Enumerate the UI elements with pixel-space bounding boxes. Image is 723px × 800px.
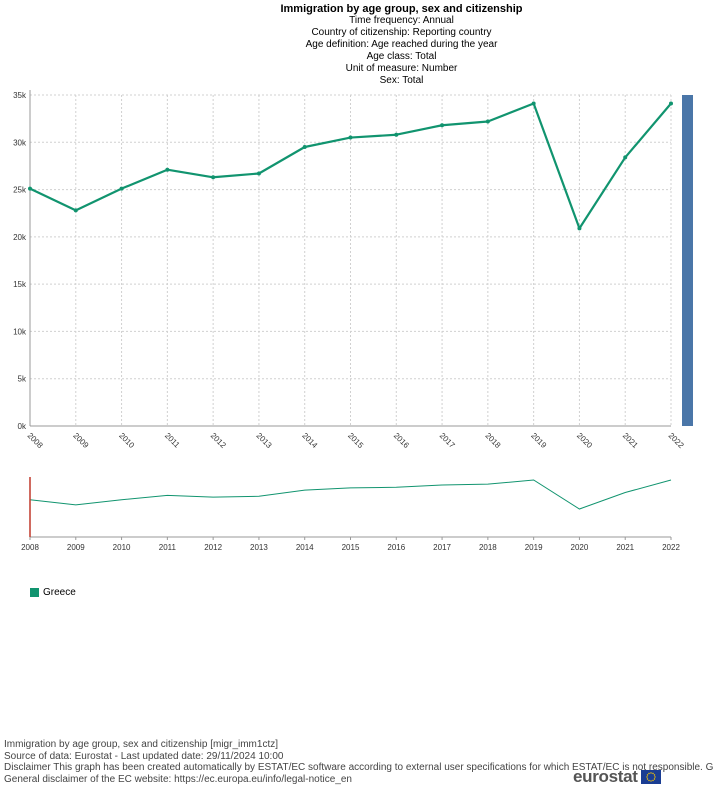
data-point [623,155,628,160]
subtitle-line: Time frequency: Annual [349,15,454,26]
data-point [119,186,124,191]
x-tick-label: 2011 [163,431,182,450]
y-tick-label: 10k [13,327,27,336]
footer-line: General disclaimer of the EC website: ht… [4,773,352,785]
navigator-tick-label: 2015 [342,543,360,552]
vertical-scrollbar[interactable] [682,95,693,426]
navigator-tick-label: 2018 [479,543,497,552]
x-tick-label: 2021 [621,431,640,450]
data-point [531,101,536,106]
y-tick-label: 30k [13,138,27,147]
series-greece[interactable] [28,101,673,231]
data-point [302,145,307,150]
eurostat-logo: eurostat [573,767,661,787]
footer-line: Immigration by age group, sex and citize… [4,739,279,750]
grid-lines [29,90,672,427]
data-point [211,175,216,180]
footer-line: Disclaimer This graph has been created a… [4,762,714,773]
data-point [348,135,353,140]
navigator-tick-label: 2009 [67,543,85,552]
footer: Immigration by age group, sex and citize… [4,739,723,785]
x-tick-label: 2013 [255,431,274,450]
navigator-tick-label: 2011 [159,543,177,552]
navigator-tick-label: 2016 [387,543,405,552]
data-point [256,171,261,176]
navigator-tick-label: 2020 [571,543,589,552]
data-point [577,226,582,231]
chart-titles: Immigration by age group, sex and citize… [0,3,723,87]
subtitle-line: Country of citizenship: Reporting countr… [311,27,492,38]
navigator-series-line [29,479,672,510]
footer-line: Source of data: Eurostat - Last updated … [4,750,284,762]
subtitle-line: Sex: Total [379,75,424,86]
series-line [29,102,672,230]
eu-flag-icon [640,770,661,784]
data-point [440,123,445,128]
legend-swatch [30,588,39,597]
navigator-tick-label: 2010 [113,543,131,552]
y-tick-label: 25k [13,186,27,195]
navigator-tick-label: 2022 [662,543,680,552]
subtitle-line: Age definition: Age reached during the y… [305,39,498,50]
navigator-tick-label: 2008 [21,543,39,552]
data-point [73,208,78,213]
x-tick-label: 2018 [483,431,502,450]
data-point [485,119,490,124]
legend[interactable]: Greece [30,587,76,598]
y-tick-label: 20k [13,233,27,242]
y-tick-label: 0k [18,422,27,431]
navigator-tick-label: 2019 [525,543,543,552]
x-tick-label: 2022 [667,431,686,450]
x-tick-label: 2008 [26,431,45,450]
y-axis-ticks: 0k 5k 10k 15k 20k 25k 30k 35k [13,91,27,431]
x-tick-label: 2009 [71,431,90,450]
legend-label: Greece [43,587,76,598]
y-tick-label: 35k [13,91,27,100]
chart-title: Immigration by age group, sex and citize… [280,3,523,15]
data-point [165,167,170,172]
subtitle-line: Age class: Total [366,51,437,62]
x-tick-label: 2017 [438,431,457,450]
x-axis-ticks: 2008 2009 2010 2011 2012 2013 2014 2015 2016 2017… [26,431,686,450]
x-tick-label: 2020 [575,431,594,450]
navigator-tick-label: 2012 [204,543,222,552]
subtitle-line: Unit of measure: Number [345,63,458,74]
data-point [669,101,673,106]
data-point [394,132,399,137]
y-tick-label: 5k [18,375,27,384]
x-tick-label: 2015 [346,431,365,450]
x-tick-label: 2010 [117,431,136,450]
navigator[interactable]: 2008 2009 2010 2011 2012 2013 2014 2015 2016 2017… [21,477,680,552]
navigator-tick-label: 2017 [433,543,451,552]
navigator-tick-label: 2021 [616,543,634,552]
navigator-tick-label: 2013 [250,543,268,552]
x-tick-label: 2012 [209,431,228,450]
data-point [28,186,32,191]
x-tick-label: 2016 [392,431,411,450]
x-tick-label: 2014 [300,431,319,450]
logo-wordmark: eurostat [573,767,638,786]
y-tick-label: 15k [13,280,27,289]
navigator-tick-label: 2014 [296,543,314,552]
x-tick-label: 2019 [529,431,548,450]
